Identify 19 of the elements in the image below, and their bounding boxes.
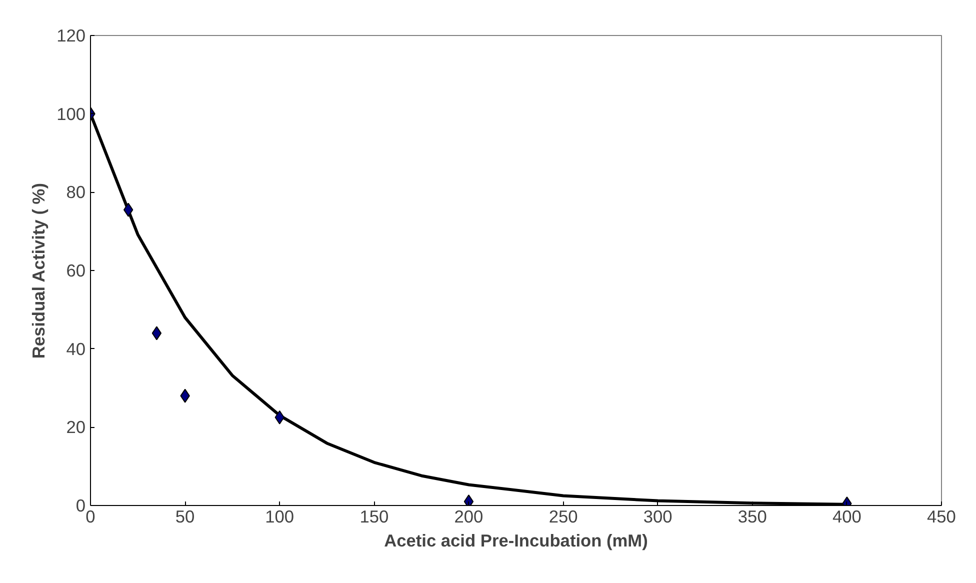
y-tick-label: 120 [56, 26, 86, 46]
y-tick-label: 40 [66, 338, 86, 359]
y-tick-label: 60 [66, 260, 86, 280]
x-tick-label: 300 [643, 506, 672, 526]
y-tick-label: 80 [66, 182, 86, 202]
point [152, 326, 162, 340]
x-tick-label: 50 [175, 506, 195, 526]
x-tick-label: 350 [738, 506, 767, 526]
y-tick-label: 20 [66, 417, 86, 438]
point [123, 202, 134, 217]
x-tick-label: 200 [454, 506, 484, 526]
x-tick-label: 150 [360, 506, 389, 526]
x-tick-label: 250 [548, 506, 578, 526]
x-tick-label: 100 [265, 506, 294, 526]
y-tick-label: 100 [56, 104, 86, 124]
x-tick-label: 400 [832, 506, 862, 526]
x-tick-label: 450 [927, 506, 956, 526]
y-axis-title: Residual Activity ( %) [28, 183, 49, 359]
x-axis-title: Acetic acid Pre-Incubation (mM) [384, 530, 648, 550]
